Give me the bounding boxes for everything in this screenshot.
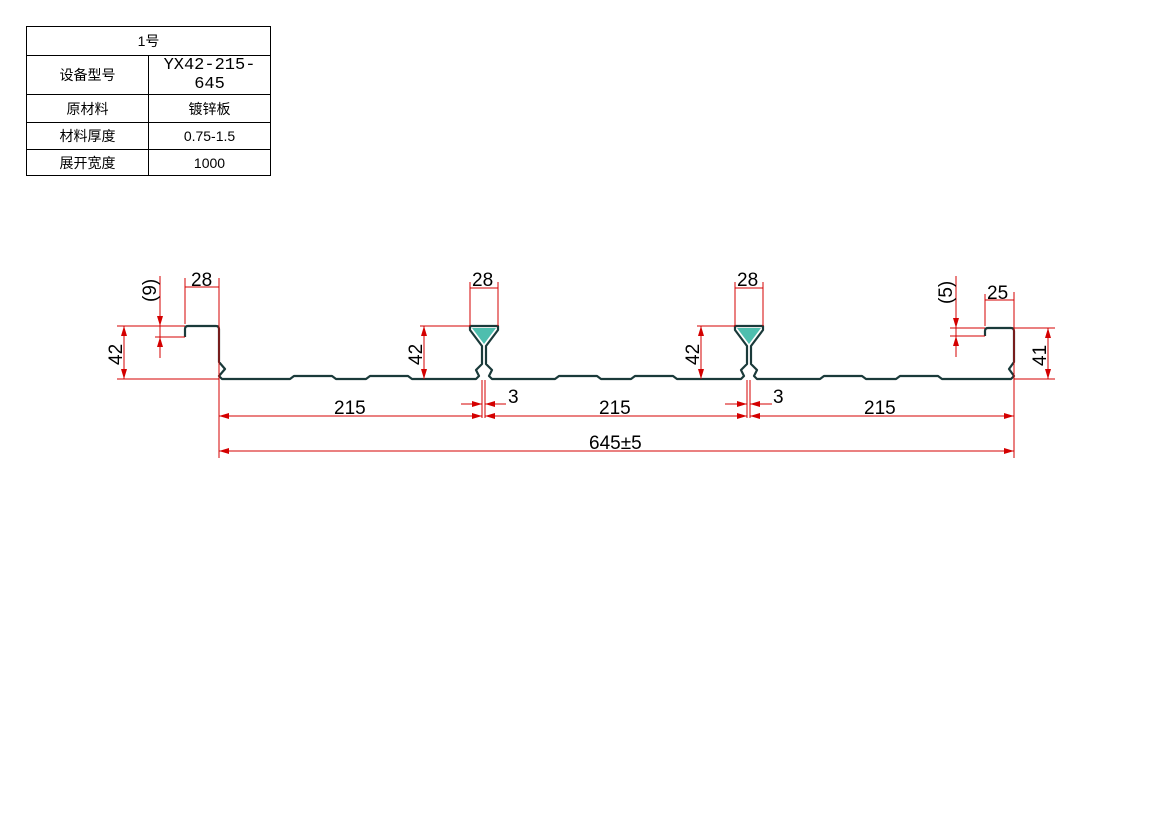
dimension-lines xyxy=(117,276,1055,458)
dim-right-lip-width: 25 xyxy=(987,283,1008,304)
spec-label: 原材料 xyxy=(26,94,149,123)
dim-span-3: 215 xyxy=(864,398,896,419)
dim-rib1-height: 42 xyxy=(406,344,427,365)
dim-rib2-width: 28 xyxy=(737,270,758,291)
spec-row: 设备型号 YX42-215-645 xyxy=(26,55,271,95)
dim-rib1-gap: 3 xyxy=(508,387,519,408)
spec-label: 展开宽度 xyxy=(26,149,149,176)
spec-title: 1号 xyxy=(26,26,271,56)
spec-row: 原材料 镀锌板 xyxy=(26,94,271,123)
dim-rib1-width: 28 xyxy=(472,270,493,291)
dim-rib2-height: 42 xyxy=(683,344,704,365)
dim-span-1: 215 xyxy=(334,398,366,419)
dim-right-height: 41 xyxy=(1030,345,1051,366)
spec-label: 设备型号 xyxy=(26,55,149,95)
dim-total-width: 645±5 xyxy=(589,433,642,454)
rib1-fill xyxy=(472,328,496,344)
spec-row: 展开宽度 1000 xyxy=(26,149,271,176)
dim-right-lip-depth: (5) xyxy=(936,281,957,304)
dim-left-lip-depth: (9) xyxy=(140,279,161,302)
dim-rib2-gap: 3 xyxy=(773,387,784,408)
spec-value: 0.75-1.5 xyxy=(148,122,271,150)
spec-row: 材料厚度 0.75-1.5 xyxy=(26,122,271,150)
dim-span-2: 215 xyxy=(599,398,631,419)
spec-value: 1000 xyxy=(148,149,271,176)
dim-left-height: 42 xyxy=(106,344,127,365)
panel-profile xyxy=(183,324,1016,381)
dim-left-lip-width: 28 xyxy=(191,270,212,291)
rib2-fill xyxy=(737,328,761,344)
spec-table: 1号 设备型号 YX42-215-645 原材料 镀锌板 材料厚度 0.75-1.5 … xyxy=(26,26,271,176)
